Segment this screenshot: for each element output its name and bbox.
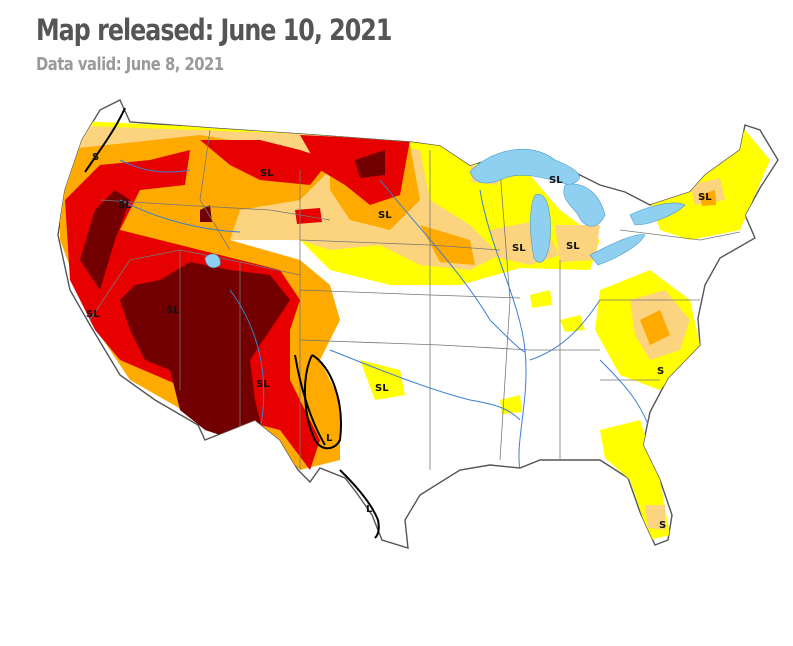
- drought-d4-areas: [80, 150, 385, 440]
- impact-label: SL: [549, 175, 563, 186]
- page-title: Map released: June 10, 2021: [36, 13, 392, 47]
- impact-lines: [84, 107, 380, 539]
- impact-labels: S SL SL SL SL SL SL SL SL SL SL SL L L S…: [86, 152, 712, 531]
- impact-label: SL: [375, 383, 389, 394]
- state-borders: [89, 129, 741, 470]
- impact-label: SL: [512, 243, 526, 254]
- impact-label: SL: [118, 200, 132, 211]
- impact-label: SL: [698, 192, 712, 203]
- impact-label: SL: [166, 305, 180, 316]
- lake-huron: [563, 183, 606, 227]
- impact-label: S: [92, 152, 99, 163]
- lake-michigan: [530, 194, 551, 263]
- impact-label: SL: [566, 241, 580, 252]
- lake-ontario: [629, 202, 686, 226]
- page-subtitle: Data valid: June 8, 2021: [36, 54, 224, 75]
- impact-label: SL: [378, 210, 392, 221]
- rivers: [119, 159, 651, 471]
- impact-label: S: [657, 366, 664, 377]
- impact-label: SL: [256, 379, 270, 390]
- great-lakes: [204, 148, 686, 268]
- impact-label: L: [366, 504, 373, 515]
- lake-erie: [589, 234, 646, 266]
- impact-label: L: [326, 433, 333, 444]
- impact-label: S: [659, 520, 666, 531]
- great-salt-lake: [204, 253, 221, 268]
- impact-label: SL: [86, 309, 100, 320]
- header: Map released: June 10, 2021 Data valid: …: [36, 10, 469, 78]
- impact-label: SL: [260, 168, 274, 179]
